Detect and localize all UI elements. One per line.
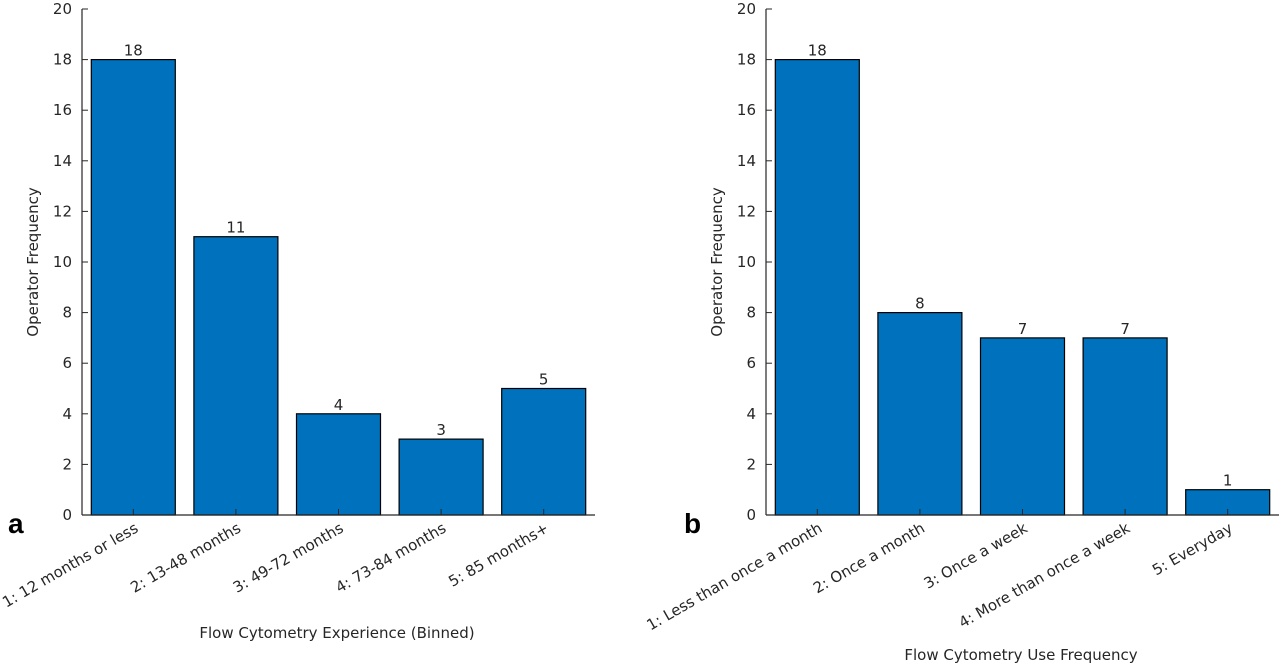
chart-a-x-tick-label-3: 3: 49-72 months: [230, 519, 347, 597]
chart-b-y-tick-label-7: 14: [737, 152, 756, 170]
chart-a-y-tick-label-8: 16: [53, 101, 72, 119]
chart-b-x-tick-label-2: 2: Once a month: [810, 519, 928, 597]
chart-b-x-tick-label-4: 4: More than once a week: [956, 519, 1134, 632]
chart-b-y-tick-label-4: 8: [746, 304, 756, 322]
chart-a-y-tick-label-6: 12: [53, 202, 72, 220]
chart-a-y-tick-label-3: 6: [62, 354, 72, 372]
chart-b-y-tick-label-3: 6: [746, 354, 756, 372]
chart-b-y-tick-label-5: 10: [737, 253, 756, 271]
chart-a-x-tick-label-5: 5: 85 months+: [445, 519, 551, 591]
chart-a-y-tick-label-5: 10: [53, 253, 72, 271]
chart-a-x-axis-label: Flow Cytometry Experience (Binned): [199, 624, 474, 642]
chart-a-bar-2: [193, 236, 279, 516]
chart-a-bar-1: [90, 58, 176, 516]
chart-a-data-label-1: 18: [124, 42, 143, 60]
chart-a-x-tick-label-2: 2: 13-48 months: [127, 519, 244, 597]
chart-a-y-tick-label-4: 8: [62, 304, 72, 322]
chart-b-bar-3: [979, 337, 1066, 516]
chart-b-y-tick-label-9: 18: [737, 51, 756, 69]
chart-a-bar-5: [501, 387, 587, 516]
chart-b-y-tick-label-1: 2: [746, 455, 756, 473]
chart-b-data-label-1: 18: [808, 42, 827, 60]
chart-b-bar-2: [877, 312, 963, 516]
chart-b-y-tick-label-0: 0: [746, 506, 756, 524]
chart-b-bar-1: [774, 58, 860, 516]
chart-b-y-tick-label-8: 16: [737, 101, 756, 119]
chart-a-y-tick-label-2: 4: [62, 405, 72, 423]
chart-a-bar-3: [295, 413, 382, 516]
chart-b-data-label-5: 1: [1223, 472, 1233, 490]
chart-a-panel-letter: a: [8, 508, 24, 539]
chart-b-y-tick-label-10: 20: [737, 0, 756, 18]
chart-a-y-tick-label-9: 18: [53, 51, 72, 69]
chart-a-bar-4: [398, 438, 484, 516]
chart-b-y-tick-label-6: 12: [737, 202, 756, 220]
chart-b-panel-letter: b: [684, 508, 701, 539]
chart-a-y-tick-label-1: 2: [62, 455, 72, 473]
chart-a-y-tick-label-7: 14: [53, 152, 72, 170]
chart-a-y-tick-label-10: 20: [53, 0, 72, 18]
chart-a-data-label-4: 3: [436, 421, 446, 439]
chart-b-bar-4: [1082, 337, 1168, 516]
chart-a-y-tick-label-0: 0: [62, 506, 72, 524]
chart-b-data-label-2: 8: [915, 295, 925, 313]
chart-b-data-label-4: 7: [1120, 320, 1130, 338]
chart-b-x-axis-label: Flow Cytometry Use Frequency: [904, 646, 1137, 664]
chart-b-y-tick-label-2: 4: [746, 405, 756, 423]
chart-b-data-label-3: 7: [1018, 320, 1028, 338]
chart-a-x-tick-label-4: 4: 73-84 months: [333, 519, 450, 597]
chart-a-data-label-5: 5: [539, 371, 549, 389]
chart-a-y-axis-label: Operator Frequency: [24, 187, 42, 337]
chart-b-x-tick-label-1: 1: Less than once a month: [644, 519, 826, 634]
chart-a-data-label-3: 4: [334, 396, 344, 414]
chart-b-x-tick-label-5: 5: Everyday: [1149, 519, 1236, 579]
chart-b-y-axis-label: Operator Frequency: [708, 187, 726, 337]
chart-a-data-label-2: 11: [226, 219, 245, 237]
